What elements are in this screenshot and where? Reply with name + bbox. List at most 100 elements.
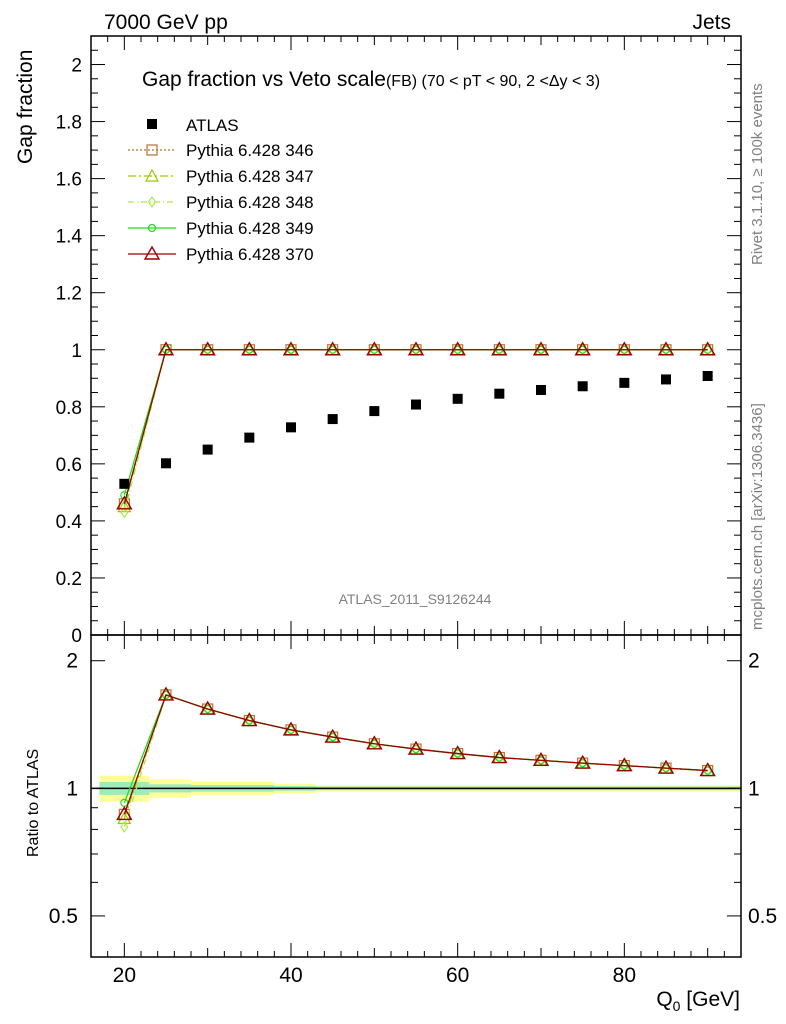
series-point-ratio: [449, 745, 466, 760]
x-tick-label: 20: [113, 964, 136, 987]
series-point-main: [699, 341, 716, 356]
series-line-main: [123, 349, 708, 513]
atlas-point: [119, 478, 130, 489]
series-point-main: [120, 506, 129, 519]
atlas-point: [536, 384, 546, 395]
series-line-ratio: [123, 694, 708, 815]
atlas-point: [494, 388, 505, 399]
y-tick-label: 0.8: [56, 398, 82, 419]
series-line-main: [123, 349, 708, 504]
series-point-main: [199, 341, 216, 356]
series-point-main: [574, 341, 591, 356]
atlas-point: [619, 377, 630, 388]
y-tick-label: 0: [71, 626, 82, 647]
series-atlas: [119, 371, 713, 489]
y-tick-label: 1.2: [56, 284, 82, 305]
series-point-main: [282, 341, 300, 356]
x-tick-label: 60: [446, 964, 469, 987]
legend-marker: [147, 195, 157, 209]
legend-marker: [144, 168, 160, 182]
series-point-ratio: [574, 754, 591, 769]
series-point-ratio: [657, 759, 675, 774]
x-tick-label: 80: [613, 964, 636, 987]
series-point-ratio: [616, 757, 633, 772]
atlas-point: [244, 432, 255, 443]
series-point-ratio: [199, 700, 216, 715]
series-point-main: [116, 495, 133, 510]
atlas-point: [161, 458, 171, 469]
legend-entry: Pythia 6.428 348: [186, 193, 314, 212]
series-line-main: [123, 349, 708, 496]
atlas-point: [577, 381, 588, 392]
chart-title-sub: (FB) (70 < pT < 90, 2 <Δy < 3): [386, 73, 600, 90]
y-tick-label: 0.2: [56, 569, 82, 590]
series-point-ratio: [157, 686, 175, 701]
series-pythia-6-428-347: [117, 342, 715, 825]
series-line-main: [123, 349, 708, 507]
legend-entry: Pythia 6.428 347: [186, 167, 314, 186]
header-left: 7000 GeV pp: [104, 11, 228, 34]
series-point-ratio: [116, 806, 133, 821]
legend-entry: Pythia 6.428 370: [186, 245, 314, 264]
y-tick-label: 1.8: [56, 113, 82, 134]
ratio-tick-label-left: 1: [66, 777, 78, 800]
analysis-watermark: ATLAS_2011_S9126244: [339, 591, 492, 607]
series-point-ratio: [532, 751, 550, 767]
y-tick-label: 0.6: [56, 455, 82, 476]
data-series: [116, 341, 716, 833]
atlas-point: [661, 374, 671, 385]
header-right: Jets: [692, 11, 731, 34]
series-point-ratio: [324, 728, 341, 743]
series-point-main: [324, 341, 341, 356]
legend: ATLAS Pythia 6.428 346 Pythia 6.428 347 Pyt…: [128, 116, 314, 264]
y-axis-label: Gap fraction: [14, 50, 37, 164]
ratio-y-axis-label: Ratio to ATLAS: [25, 749, 42, 857]
x-tick-label: 40: [279, 964, 302, 987]
chart-title: Gap fraction vs Veto scale(FB) (70 < pT …: [142, 68, 600, 91]
y-tick-label: 0.4: [56, 512, 83, 533]
series-point-main: [407, 341, 425, 356]
x-axis-label: Q0 [GeV]: [656, 988, 740, 1014]
ratio-tick-label-right: 2: [748, 650, 760, 673]
atlas-point: [411, 399, 421, 410]
series-pythia-6-428-370: [116, 341, 716, 821]
y-tick-label: 1: [71, 341, 82, 362]
series-point-main: [657, 341, 675, 356]
ratio-tick-label-left: 0.5: [49, 905, 78, 928]
series-point-main: [241, 341, 258, 356]
mcplots-label: mcplots.cern.ch [arXiv:1306.3436]: [749, 403, 766, 630]
series-point-ratio: [241, 712, 258, 727]
series-pythia-6-428-346: [118, 344, 714, 821]
ratio-tick-label-right: 0.5: [748, 905, 777, 928]
atlas-point: [702, 371, 713, 382]
y-tick-label: 1.4: [56, 227, 83, 248]
ratio-tick-label-left: 2: [66, 650, 78, 673]
series-point-ratio: [491, 749, 508, 764]
atlas-point: [452, 393, 463, 404]
axes-and-ticks: 20 40 60 80 0 0.2 0.4 0.6 0.8 1 1.2 1.4 1.6 1.8 2 0.5 0.…: [49, 35, 777, 987]
series-point-main: [532, 341, 550, 356]
series-pythia-6-428-348: [120, 343, 712, 833]
x-axis-label-q: Q: [656, 988, 672, 1011]
legend-marker: [146, 144, 158, 156]
series-point-ratio: [282, 721, 300, 736]
legend-entry: Pythia 6.428 346: [186, 141, 314, 160]
series-point-ratio: [699, 762, 716, 777]
y-tick-label: 2: [71, 56, 82, 77]
x-axis-label-unit: [GeV]: [680, 988, 740, 1011]
series-point-ratio: [366, 735, 383, 750]
ratio-plot-frame: [90, 634, 742, 958]
atlas-point: [369, 406, 380, 417]
series-pythia-6-428-349: [120, 345, 712, 807]
ratio-tick-label-right: 1: [748, 777, 760, 800]
series-point-main: [491, 341, 508, 356]
series-point-main: [120, 491, 129, 500]
series-point-ratio: [120, 820, 129, 833]
legend-entry-atlas: ATLAS: [186, 116, 239, 135]
series-point-main: [616, 341, 633, 356]
series-point-main: [366, 341, 383, 356]
legend-marker: [143, 245, 161, 260]
series-point-ratio: [407, 740, 425, 755]
atlas-point: [202, 444, 213, 455]
